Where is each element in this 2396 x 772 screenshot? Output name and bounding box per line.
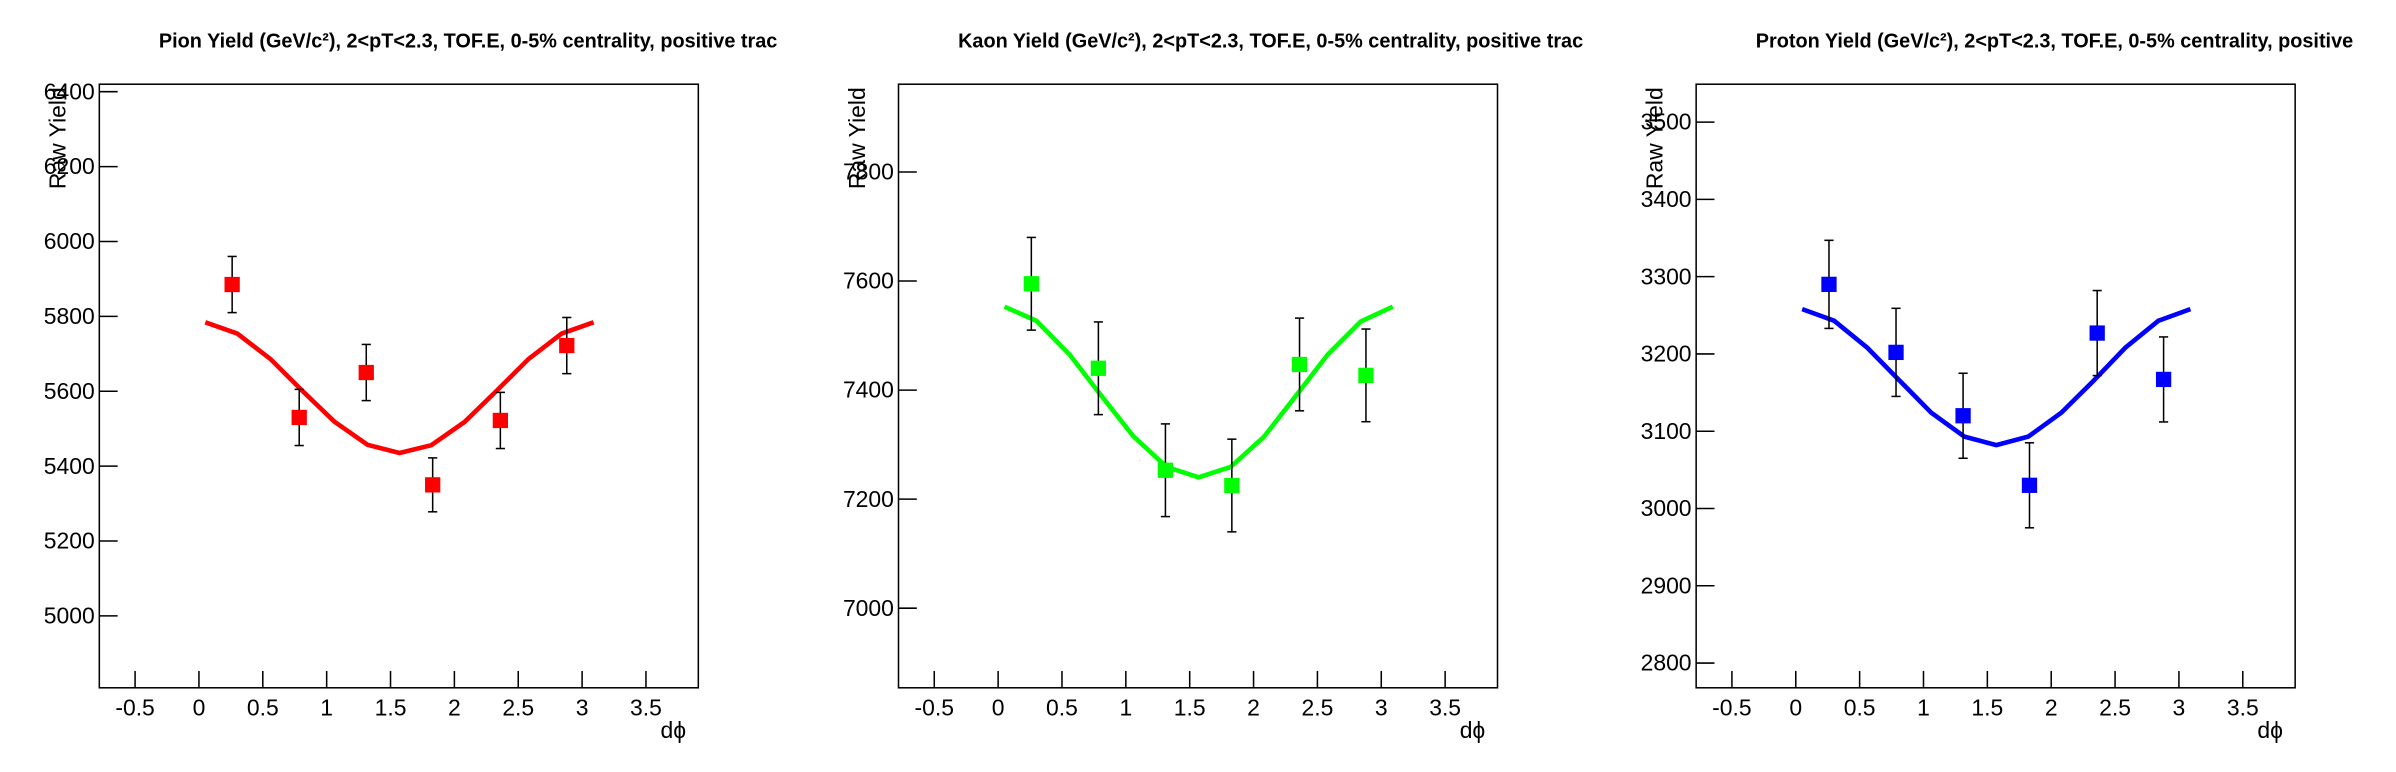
y-tick-label: 3000 <box>1641 495 1692 521</box>
y-tick-label: 3500 <box>1641 109 1692 135</box>
data-point <box>358 364 374 381</box>
chart-title: Pion Yield (GeV/c²), 2<pT<2.3, TOF.E, 0-… <box>159 31 777 53</box>
y-tick-label: 6400 <box>44 78 95 104</box>
x-tick-label: 3 <box>576 694 589 720</box>
y-tick-label: 3300 <box>1641 263 1692 289</box>
y-tick-label: 5000 <box>44 603 95 629</box>
chart-title: Proton Yield (GeV/c²), 2<pT<2.3, TOF.E, … <box>1756 31 2353 53</box>
x-axis-label: dϕ <box>2257 717 2283 743</box>
data-point <box>1090 360 1107 376</box>
x-tick-label: 1.5 <box>1971 694 2003 720</box>
x-tick-label: 3 <box>1375 694 1388 720</box>
x-tick-label: 1.5 <box>375 694 407 720</box>
x-tick-label: 1 <box>1917 694 1930 720</box>
y-tick-label: 2800 <box>1641 650 1692 676</box>
y-tick-label: 2900 <box>1641 572 1692 598</box>
y-tick-label: 7000 <box>843 595 894 621</box>
x-tick-label: 3.5 <box>1429 694 1461 720</box>
x-axis-label: dϕ <box>661 717 687 743</box>
panel: Kaon Yield (GeV/c²), 2<pT<2.3, TOF.E, 0-… <box>843 31 1583 744</box>
plot-frame <box>98 83 700 689</box>
data-point <box>1888 344 1904 361</box>
data-point <box>559 337 575 354</box>
data-point <box>1358 367 1374 384</box>
x-tick-label: 1 <box>1119 694 1132 720</box>
x-tick-label: 2 <box>448 694 461 720</box>
x-tick-label: 0.5 <box>1046 694 1078 720</box>
data-point <box>1821 276 1837 293</box>
plot-frame <box>897 83 1499 689</box>
data-point <box>1224 477 1240 494</box>
x-tick-label: 2 <box>1247 694 1260 720</box>
y-axis-label: Raw Yield <box>1642 87 1668 189</box>
y-tick-label: 7600 <box>843 268 894 294</box>
fit-curve <box>204 320 595 456</box>
y-tick-label: 5200 <box>44 528 95 554</box>
y-axis-label: Raw Yield <box>844 87 870 189</box>
y-tick-label: 3200 <box>1641 341 1692 367</box>
data-point <box>425 477 441 493</box>
x-tick-label: 2.5 <box>502 694 534 720</box>
chart-title: Kaon Yield (GeV/c²), 2<pT<2.3, TOF.E, 0-… <box>958 31 1583 53</box>
x-tick-label: 3.5 <box>630 694 662 720</box>
x-tick-label: 0 <box>992 694 1005 720</box>
y-tick-label: 7400 <box>843 377 894 403</box>
x-tick-label: -0.5 <box>915 694 954 720</box>
x-tick-label: -0.5 <box>1712 694 1751 720</box>
x-tick-label: 2.5 <box>2099 694 2131 720</box>
data-point <box>1955 408 1971 424</box>
y-tick-label: 3100 <box>1641 418 1692 444</box>
y-tick-label: 5400 <box>44 453 95 479</box>
data-point <box>2089 325 2105 341</box>
panel: Proton Yield (GeV/c²), 2<pT<2.3, TOF.E, … <box>1641 31 2354 744</box>
fit-curve <box>1801 306 2192 448</box>
y-tick-label: 6000 <box>44 228 95 254</box>
data-point <box>2155 371 2172 388</box>
y-tick-label: 5600 <box>44 378 95 404</box>
plot-frame <box>1695 83 2296 689</box>
x-tick-label: -0.5 <box>115 694 154 720</box>
y-tick-label: 7800 <box>843 159 894 185</box>
fit-curve <box>1003 304 1394 480</box>
x-tick-label: 0 <box>193 694 206 720</box>
y-axis-label: Raw Yield <box>45 87 71 189</box>
y-tick-label: 7200 <box>843 486 894 512</box>
x-tick-label: 1 <box>320 694 333 720</box>
data-point <box>224 276 240 293</box>
data-point <box>291 409 307 426</box>
x-tick-label: 2.5 <box>1301 694 1333 720</box>
x-tick-label: 0.5 <box>1844 694 1876 720</box>
y-tick-label: 6200 <box>44 153 95 179</box>
data-point <box>492 412 509 429</box>
x-tick-label: 3.5 <box>2227 694 2259 720</box>
data-point <box>1291 356 1308 373</box>
x-tick-label: 3 <box>2173 694 2186 720</box>
x-tick-label: 2 <box>2045 694 2058 720</box>
data-point <box>2021 477 2038 493</box>
x-tick-label: 0.5 <box>247 694 279 720</box>
x-tick-label: 0 <box>1789 694 1802 720</box>
x-tick-label: 1.5 <box>1174 694 1206 720</box>
data-point <box>1023 276 1039 292</box>
y-tick-label: 5800 <box>44 303 95 329</box>
x-axis-label: dϕ <box>1460 717 1486 743</box>
panel: Pion Yield (GeV/c²), 2<pT<2.3, TOF.E, 0-… <box>44 31 778 744</box>
y-tick-label: 3400 <box>1641 186 1692 212</box>
data-point <box>1157 462 1174 478</box>
